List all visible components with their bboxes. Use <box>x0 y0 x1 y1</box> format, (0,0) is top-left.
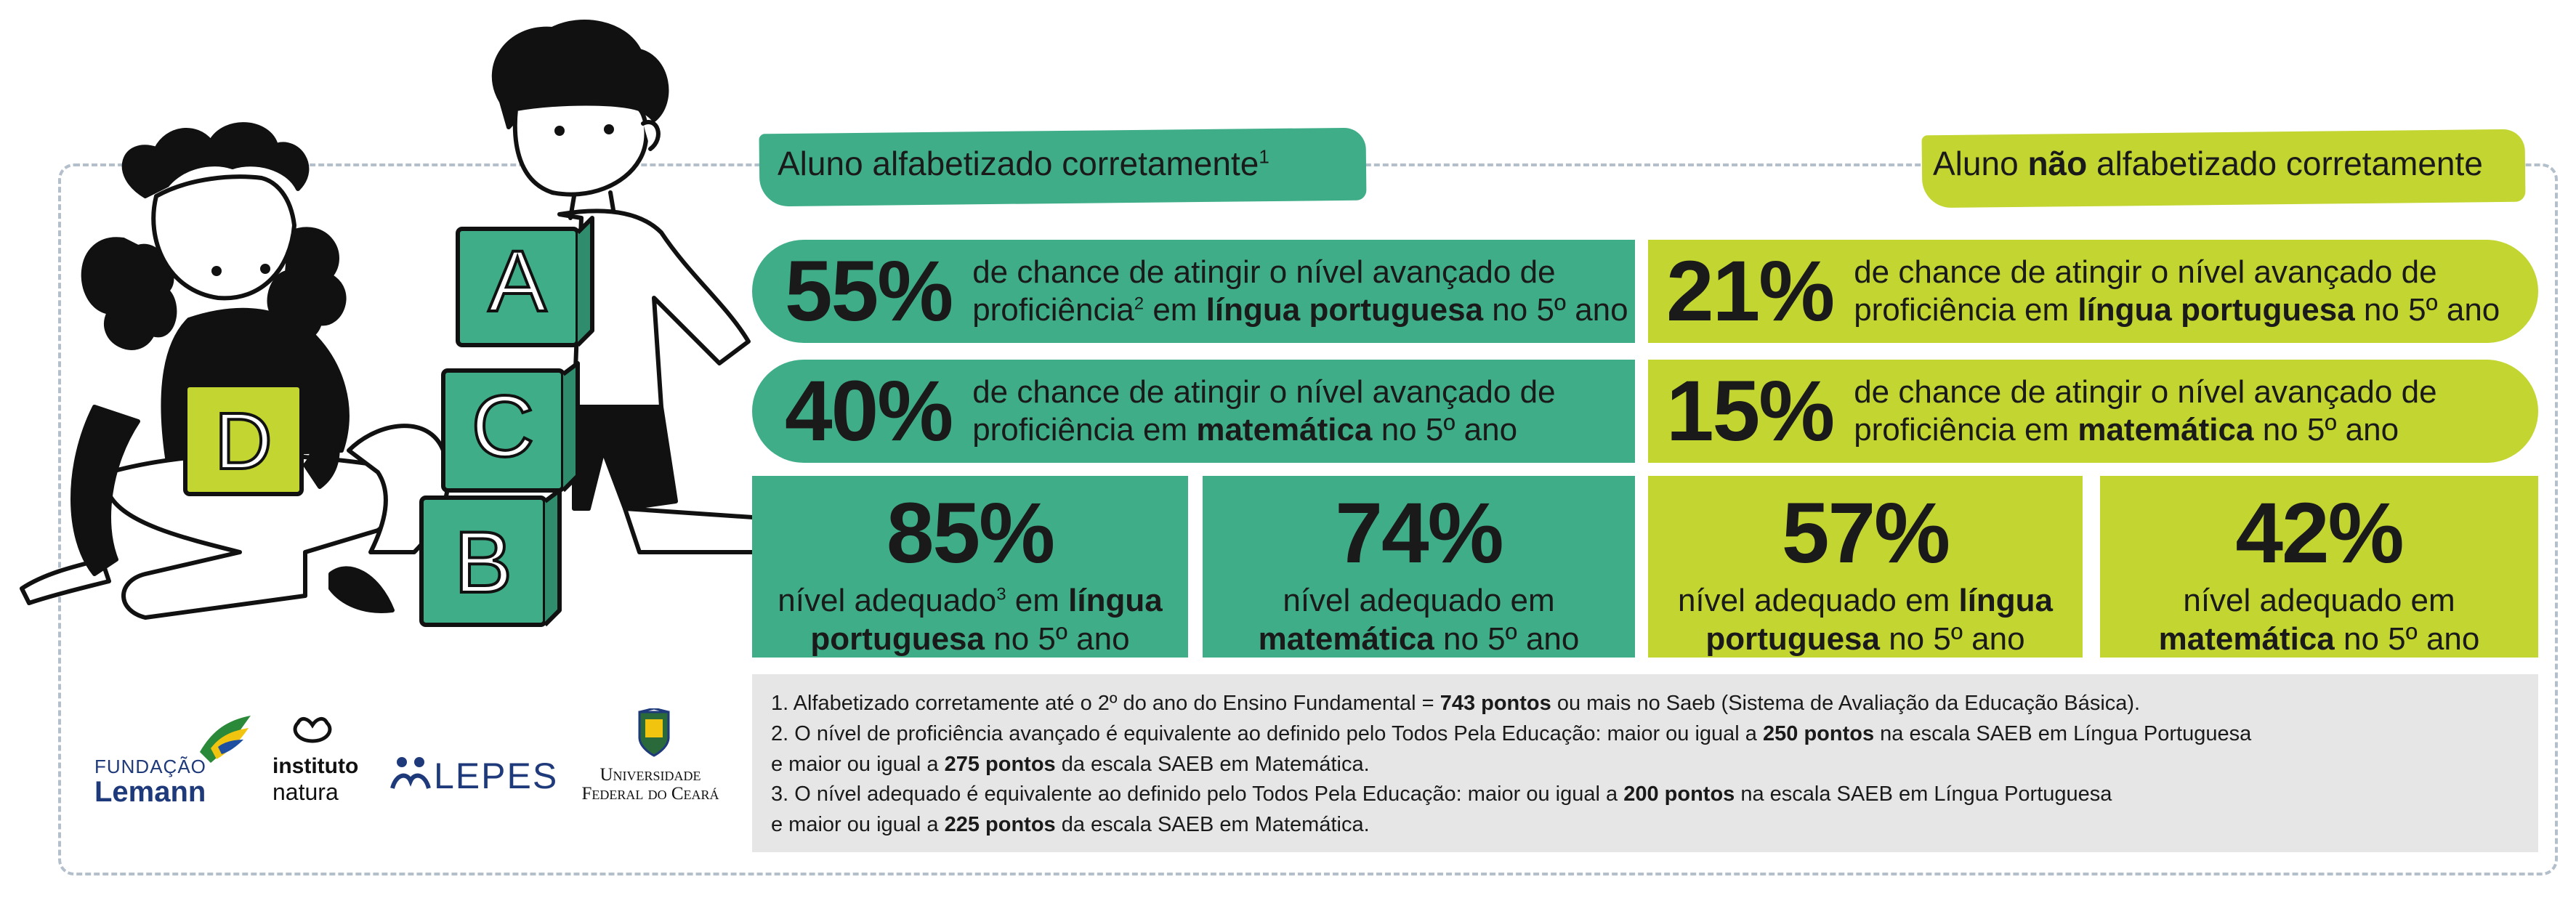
lepes-people-icon <box>390 757 431 789</box>
stat-description: de chance de atingir o nível avançado de… <box>972 254 1628 328</box>
box-adequate-portuguese-not-literate: 57% nível adequado em língua portuguesa … <box>1648 476 2083 658</box>
letter-block-b <box>419 488 562 627</box>
footnote-1: 1. Alfabetizado corretamente até o 2º do… <box>771 692 2141 715</box>
footnote-2: 2. O nível de proficiência avançado é eq… <box>771 721 2252 745</box>
header-right-title: Aluno não alfabetizado corretamente <box>1933 145 2483 182</box>
ufc-crest-icon <box>638 708 670 757</box>
box-percent: 57% <box>1781 485 1950 581</box>
box-percent: 42% <box>2235 485 2404 581</box>
box-description: nível adequado em língua portuguesa no 5… <box>1677 583 2054 657</box>
box-adequate-math-not-literate: 42% nível adequado em matemática no 5º a… <box>2100 476 2538 658</box>
natura-flower-icon <box>293 716 332 743</box>
stat-row-portuguese-literate: 55% de chance de atingir o nível avançad… <box>752 240 1635 343</box>
letter-block-d <box>183 383 304 496</box>
logo-ufc: Universidade Federal do Ceará <box>578 708 723 806</box>
block-letter-b: B <box>454 514 512 611</box>
header-left-title: Aluno alfabetizado corretamente1 <box>778 145 1269 182</box>
girl-figure <box>20 122 451 620</box>
stat-percent: 15% <box>1666 363 1835 459</box>
stat-percent: 21% <box>1666 243 1835 339</box>
box-percent: 74% <box>1335 485 1503 581</box>
logo-lepes: LEPES <box>389 752 557 803</box>
block-letter-d: D <box>214 397 272 486</box>
stat-row-math-not-literate: 15% de chance de atingir o nível avançad… <box>1648 360 2538 463</box>
lemann-flag-icon <box>200 716 251 763</box>
boy-eye-right <box>604 124 614 134</box>
children-illustration: A C B D <box>20 20 856 627</box>
girl-eye-right <box>260 264 270 274</box>
box-description: nível adequado em matemática no 5º ano <box>2158 583 2480 657</box>
stat-row-math-literate: 40% de chance de atingir o nível avançad… <box>752 360 1635 463</box>
stat-description: de chance de atingir o nível avançado de… <box>972 374 1556 448</box>
footnote-3-cont: e maior ou igual a 225 pontos da escala … <box>771 813 1370 836</box>
box-percent: 85% <box>886 485 1055 581</box>
box-description: nível adequado3 em língua portuguesa no … <box>778 583 1163 657</box>
box-adequate-math-literate: 74% nível adequado em matemática no 5º a… <box>1203 476 1635 658</box>
footnote-3: 3. O nível adequado é equivalente ao def… <box>771 782 2112 806</box>
boy-eye-left <box>554 126 565 136</box>
stat-description: de chance de atingir o nível avançado de… <box>1854 374 2437 448</box>
block-letter-c: C <box>472 378 535 475</box>
stat-percent: 40% <box>785 363 953 459</box>
box-adequate-portuguese-literate: 85% nível adequado3 em língua portuguesa… <box>752 476 1188 658</box>
logo-instituto-natura: instituto natura <box>272 712 374 806</box>
footnotes-panel: 1. Alfabetizado corretamente até o 2º do… <box>752 674 2538 852</box>
stat-description: de chance de atingir o nível avançado de… <box>1854 254 2500 328</box>
girl-eye-left <box>211 266 222 276</box>
box-description: nível adequado em matemática no 5º ano <box>1258 583 1580 657</box>
block-letter-a: A <box>488 232 546 330</box>
letter-block-c <box>441 361 580 493</box>
letter-block-a <box>456 216 594 347</box>
footnote-2-cont: e maior ou igual a 275 pontos da escala … <box>771 752 1370 776</box>
logo-fundacao-lemann: FUNDAÇÃO Lemann <box>94 712 262 808</box>
stat-row-portuguese-not-literate: 21% de chance de atingir o nível avançad… <box>1648 240 2538 343</box>
stat-percent: 55% <box>785 243 953 339</box>
